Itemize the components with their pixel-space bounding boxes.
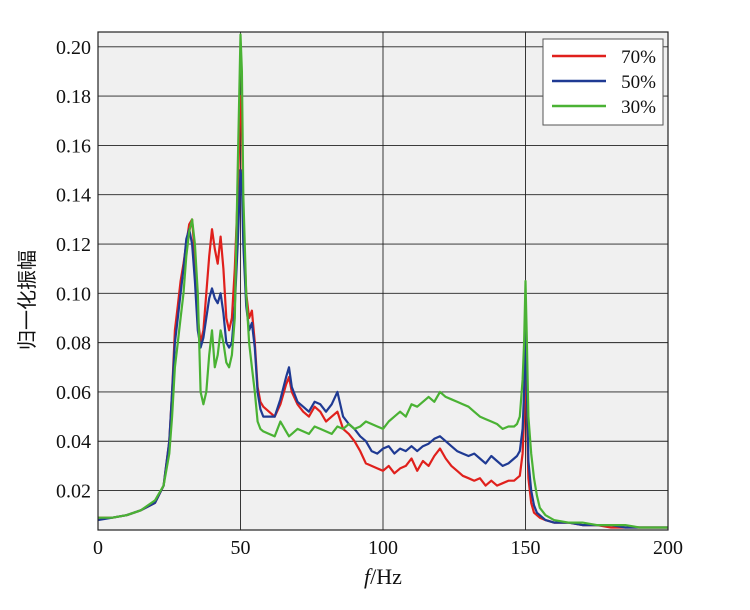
x-axis-ticks: 0 50 100 150 200 xyxy=(93,537,683,559)
y-tick-label-1: 0.04 xyxy=(56,431,91,453)
y-tick-label-2: 0.06 xyxy=(56,382,91,404)
series-line-2 xyxy=(98,33,668,529)
x-axis-label: f/Hz xyxy=(364,564,402,589)
y-tick-label-7: 0.16 xyxy=(56,135,91,157)
plot-frame xyxy=(97,31,669,531)
series-lines xyxy=(97,33,668,529)
series-line-0 xyxy=(98,94,668,529)
x-tick-label-0: 0 xyxy=(93,537,103,559)
y-tick-label-3: 0.08 xyxy=(56,333,91,355)
y-tick-label-4: 0.10 xyxy=(56,283,91,305)
x-tick-label-4: 200 xyxy=(653,537,683,559)
legend-label-0: 70% xyxy=(621,47,656,68)
legend-items: 70% 50% 30% xyxy=(552,47,656,118)
y-tick-label-9: 0.20 xyxy=(56,37,91,59)
y-axis-label: 归一化振幅 xyxy=(15,250,39,350)
y-tick-label-0: 0.02 xyxy=(56,481,91,503)
series-line-1 xyxy=(97,169,668,529)
x-tick-label-1: 50 xyxy=(231,537,251,559)
legend-label-1: 50% xyxy=(621,72,656,93)
y-tick-label-8: 0.18 xyxy=(56,86,91,108)
y-tick-label-5: 0.12 xyxy=(56,234,91,256)
legend: 70% 50% 30% xyxy=(542,38,664,126)
legend-label-2: 30% xyxy=(621,97,656,118)
x-tick-label-3: 150 xyxy=(511,537,541,559)
y-axis-ticks: 0.02 0.04 0.06 0.08 0.10 0.12 0.14 0.16 0.18 0.20 xyxy=(56,37,91,503)
x-tick-label-2: 100 xyxy=(368,537,398,559)
y-tick-label-6: 0.14 xyxy=(56,185,91,207)
